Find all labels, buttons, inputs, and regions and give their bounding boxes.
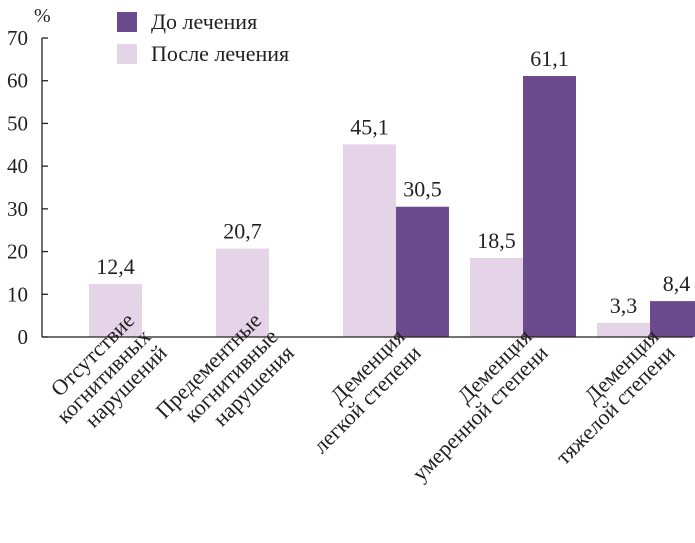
data-label: 30,5 (403, 177, 442, 202)
legend-swatch (117, 12, 137, 32)
y-tick-label: 10 (7, 282, 28, 306)
legend: До лечения После лечения (117, 9, 289, 66)
bar (343, 144, 396, 337)
bars (89, 76, 695, 337)
bar (470, 257, 523, 337)
y-tick-label: 30 (7, 197, 28, 221)
bar (89, 284, 142, 337)
y-tick-label: 20 (7, 240, 28, 264)
bar (523, 76, 576, 337)
legend-label: После лечения (151, 41, 289, 66)
bar (216, 248, 269, 337)
y-axis-unit-label: % (34, 5, 51, 27)
data-label: 18,5 (477, 228, 516, 253)
value-labels: 12,4 20,7 45,1 30,5 18,5 61,1 3,3 8,4 (96, 46, 690, 318)
bar (597, 322, 650, 337)
y-axis-ticks: 0 10 20 30 40 50 60 70 (7, 26, 48, 349)
data-label: 12,4 (96, 254, 135, 279)
y-tick-label: 50 (7, 111, 28, 135)
legend-label: До лечения (151, 9, 257, 34)
y-tick-label: 40 (7, 154, 28, 178)
data-label: 61,1 (530, 46, 569, 71)
bar (650, 301, 695, 337)
data-label: 20,7 (223, 219, 262, 244)
y-tick-label: 60 (7, 69, 28, 93)
legend-swatch (117, 44, 137, 64)
y-tick-label: 70 (7, 26, 28, 50)
y-tick-label: 0 (18, 325, 29, 349)
data-label: 3,3 (610, 293, 638, 318)
data-label: 8,4 (663, 271, 691, 296)
bar (396, 206, 449, 337)
data-label: 45,1 (350, 114, 389, 139)
